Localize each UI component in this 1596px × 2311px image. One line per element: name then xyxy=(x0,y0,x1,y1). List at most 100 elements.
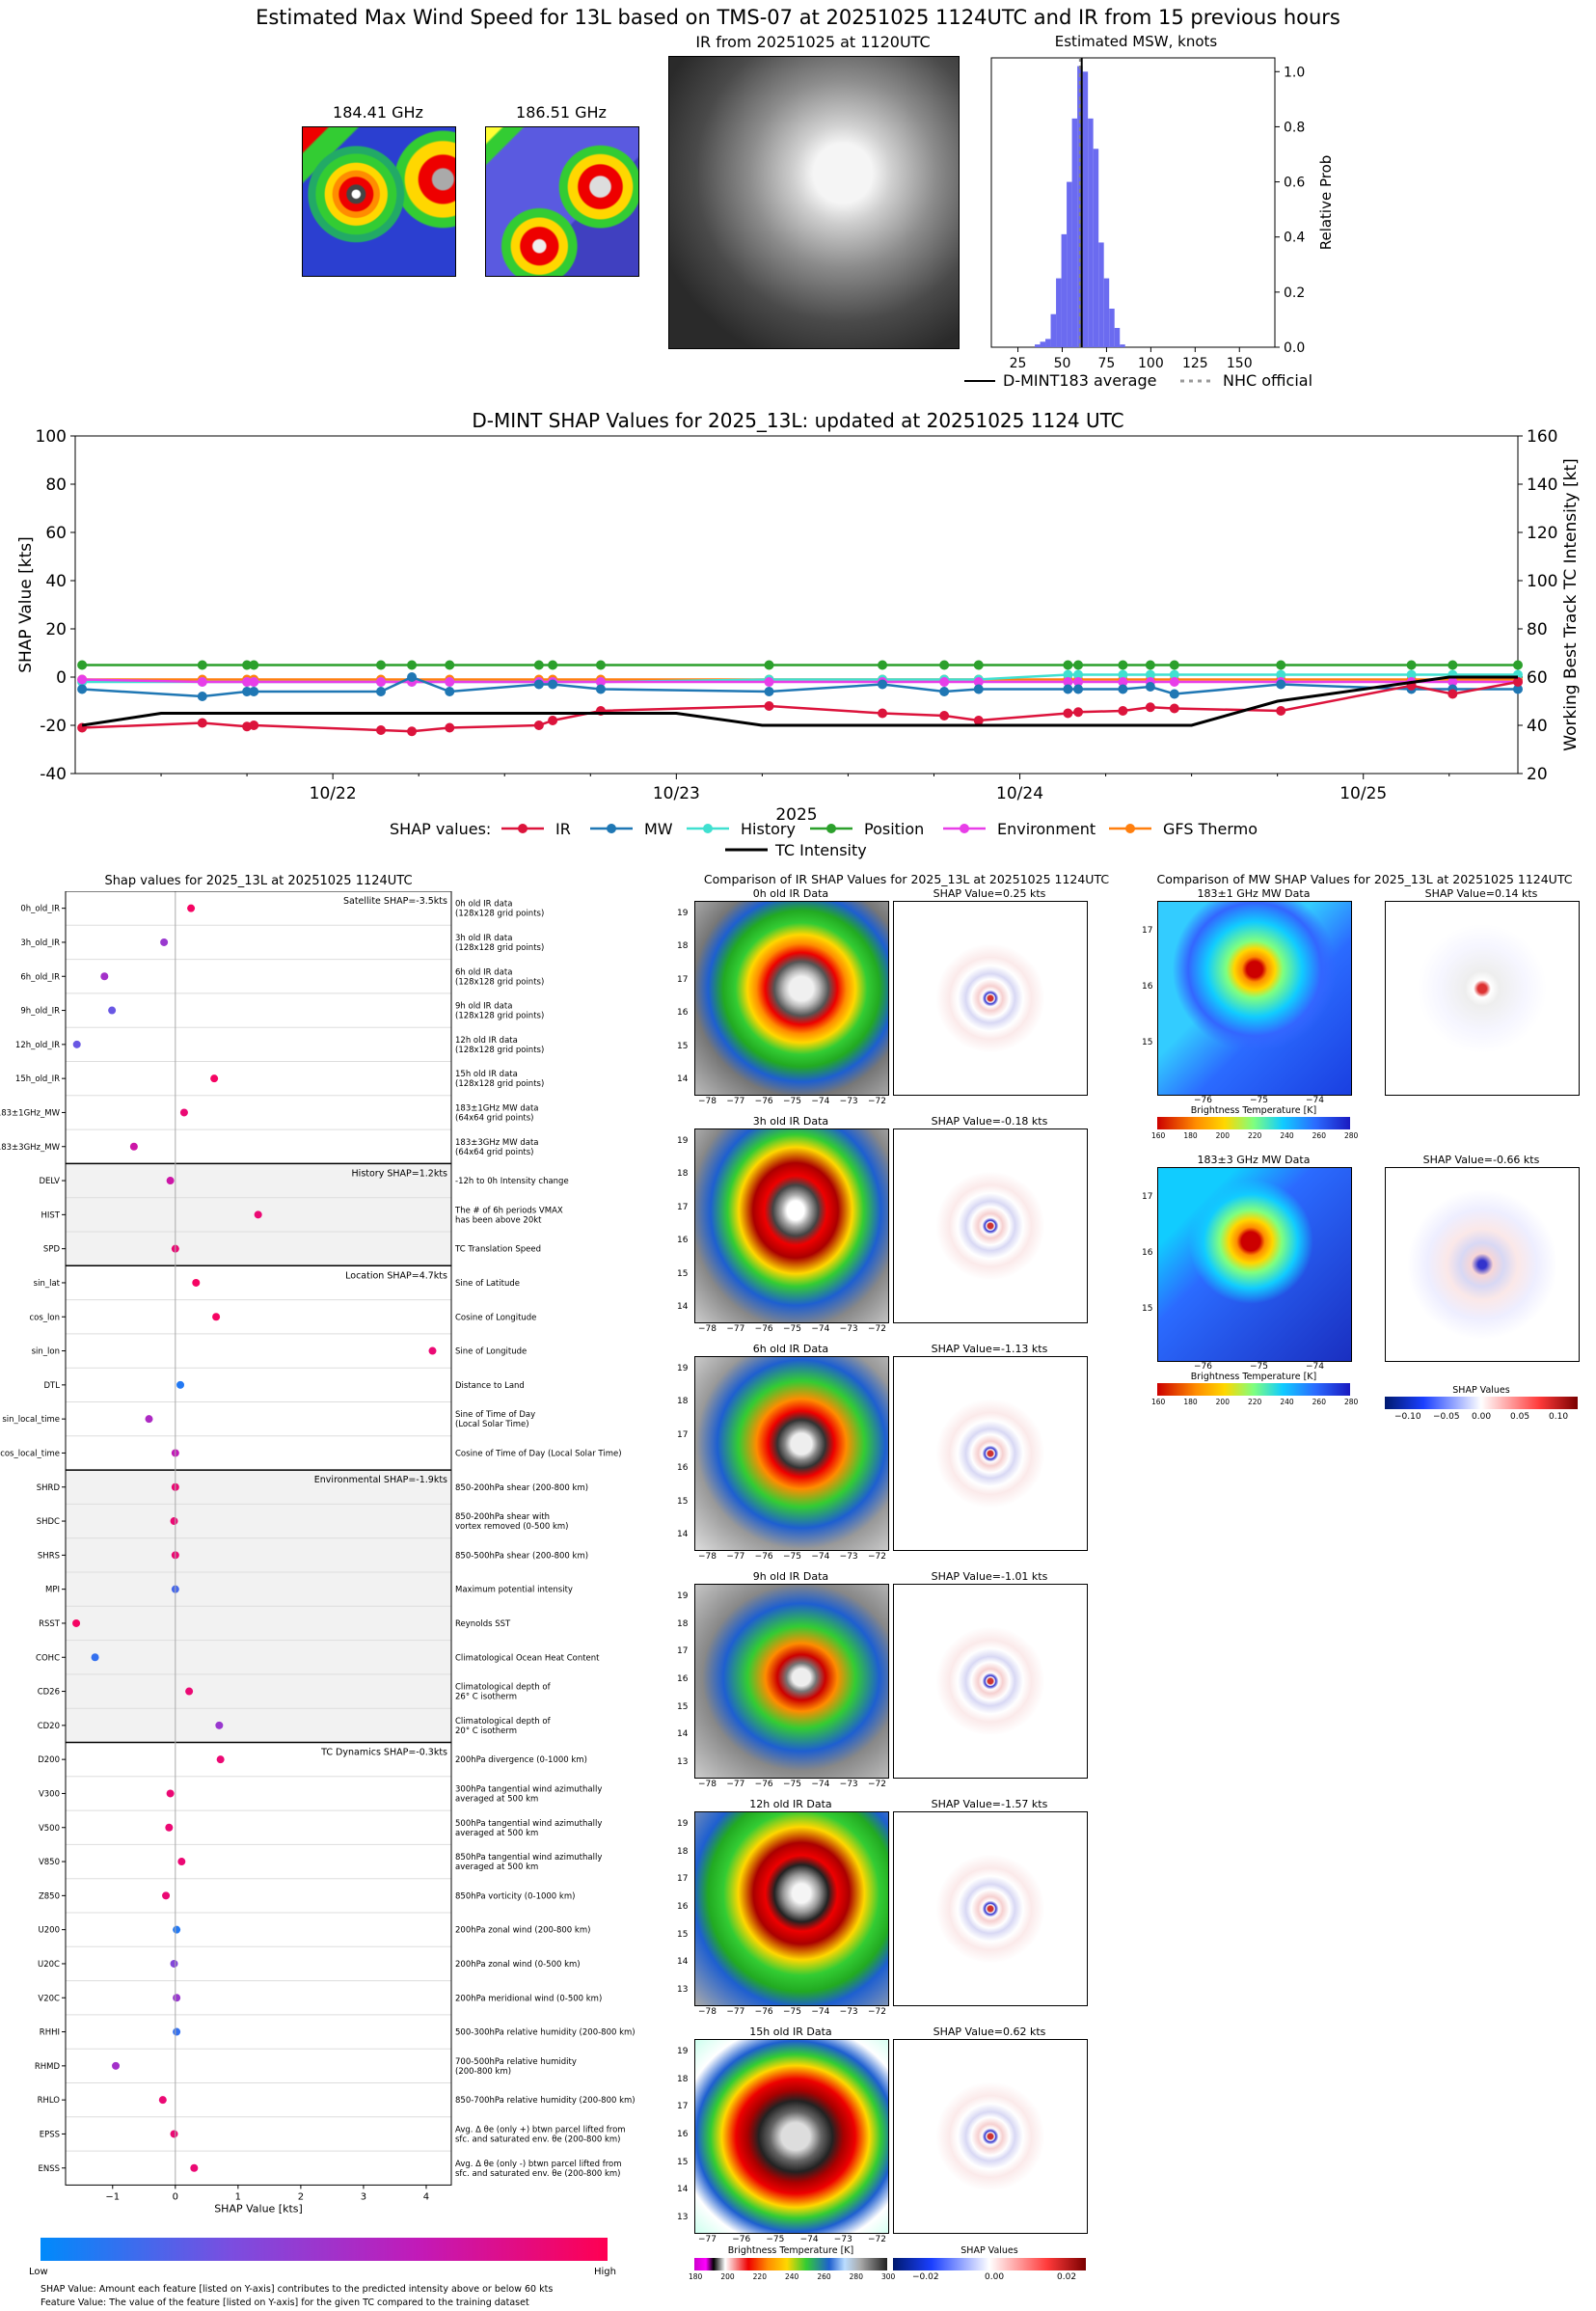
ir-x-tick-label: −73 xyxy=(839,1097,858,1106)
mw-y-tick-label: 17 xyxy=(1142,1192,1153,1202)
mw1-image xyxy=(302,126,456,277)
series-point xyxy=(548,716,558,725)
shap-dot xyxy=(91,1653,99,1662)
series-point xyxy=(973,684,984,694)
feature-description: (128x128 grid points) xyxy=(455,1046,544,1055)
series-point xyxy=(376,687,387,696)
feature-description: Climatological depth of xyxy=(455,1683,552,1693)
feature-description: 500hPa tangential wind azimuthally xyxy=(455,1819,602,1829)
ir-y-tick-label: 19 xyxy=(677,2047,689,2056)
ir-shap-title: SHAP Value=-0.18 kts xyxy=(931,1115,1048,1128)
shap-dot xyxy=(173,1994,181,2002)
series-point xyxy=(407,672,418,682)
mw-y-tick-label: 15 xyxy=(1142,1304,1153,1314)
mw-colorbar-tick: 280 xyxy=(1344,1131,1359,1140)
series-point xyxy=(939,711,950,720)
feature-name: cos_local_time xyxy=(0,1449,60,1458)
ir-y-tick-label: 16 xyxy=(677,1902,689,1912)
series-point xyxy=(1276,679,1286,690)
y-axis-label: Relative Prob xyxy=(1317,155,1335,251)
ir-y-tick-label: 19 xyxy=(677,909,689,918)
legend-label-mw: MW xyxy=(644,820,673,838)
feature-description: vortex removed (0-500 km) xyxy=(455,1522,568,1532)
ir-x-tick-label: −72 xyxy=(868,1780,886,1789)
hist-bar xyxy=(1088,118,1094,347)
ir-bt-colorbar-tick: 280 xyxy=(849,2272,863,2281)
feature-name: RHMD xyxy=(35,2062,61,2072)
mw-colorbar-tick: 200 xyxy=(1215,1398,1230,1406)
ir-data-title: 12h old IR Data xyxy=(749,1798,832,1810)
x-tick-label: 25 xyxy=(1010,356,1027,371)
mw-data-image xyxy=(1157,1167,1352,1362)
series-point xyxy=(445,722,455,733)
mw-colorbar-tick: 200 xyxy=(1215,1131,1230,1140)
ir-x-tick-label: −78 xyxy=(698,2007,717,2017)
ir-y-tick-label: 17 xyxy=(677,1874,689,1885)
hist-bar xyxy=(1103,278,1110,347)
feature-name: 9h_old_IR xyxy=(20,1007,60,1017)
x-tick-label: 10/25 xyxy=(1339,784,1387,803)
y-tick-label: 1.0 xyxy=(1284,65,1305,80)
shap-dot xyxy=(112,2061,121,2070)
mw-colorbar-tick: 240 xyxy=(1280,1131,1294,1140)
series-point xyxy=(1276,660,1286,670)
feature-name: cos_lon xyxy=(29,1313,60,1322)
x-axis-label: 2025 xyxy=(775,805,817,825)
group-label: History SHAP=1.2kts xyxy=(352,1168,448,1179)
ir-data-image xyxy=(694,1356,889,1551)
series-point xyxy=(376,725,387,735)
series-point xyxy=(242,660,253,670)
shap-dot xyxy=(216,1755,225,1764)
mw-y-tick-label: 16 xyxy=(1142,982,1153,992)
series-point xyxy=(1169,677,1179,687)
feature-name: RHHI xyxy=(40,2028,60,2038)
ir-data-image xyxy=(694,1811,889,2006)
mw-shap-colorbar-label: SHAP Values xyxy=(1452,1385,1510,1396)
group-label: Environmental SHAP=-1.9kts xyxy=(314,1475,447,1485)
ir-y-tick-label: 19 xyxy=(677,1591,689,1601)
feature-name: 183±3GHz_MW xyxy=(0,1143,61,1153)
feature-description: 300hPa tangential wind azimuthally xyxy=(455,1784,602,1794)
feature-name: U200 xyxy=(39,1926,60,1936)
ir-y-tick-label: 14 xyxy=(677,2185,689,2195)
feature-description: 850hPa vorticity (0-1000 km) xyxy=(455,1891,575,1901)
series-point xyxy=(197,677,207,687)
ir-y-tick-label: 14 xyxy=(677,1957,689,1968)
series-point xyxy=(242,687,253,696)
series-point xyxy=(1063,708,1073,719)
feature-description: -12h to 0h Intensity change xyxy=(455,1177,569,1186)
series-point xyxy=(242,677,253,687)
ir-y-tick-label: 16 xyxy=(677,1674,689,1684)
ir-y-tick-label: 13 xyxy=(677,1985,689,1995)
shap-dot xyxy=(215,1721,224,1729)
feature-name: sin_lat xyxy=(34,1279,61,1289)
ir-x-tick-label: −72 xyxy=(868,2007,886,2017)
ir-x-tick-label: −77 xyxy=(726,2007,745,2017)
ir-bt-colorbar-tick: 260 xyxy=(817,2272,831,2281)
mw-colorbar-tick: 280 xyxy=(1344,1398,1359,1406)
y-tick-label: 0.0 xyxy=(1284,340,1305,356)
mw-colorbar xyxy=(1157,1383,1350,1396)
legend-title: SHAP values: xyxy=(390,820,492,838)
mw-y-tick-label: 17 xyxy=(1142,926,1153,936)
feature-description: 15h old IR data xyxy=(455,1070,518,1079)
ir-x-tick-label: −78 xyxy=(698,1097,717,1106)
feature-name: U20C xyxy=(38,1960,60,1970)
shap-dot xyxy=(177,1858,186,1866)
x-tick-label: 50 xyxy=(1054,356,1071,371)
ir-data-title: 6h old IR Data xyxy=(752,1343,829,1355)
series-point xyxy=(445,660,455,670)
mw-colorbar xyxy=(1157,1117,1350,1129)
ir-x-tick-label: −74 xyxy=(811,1780,830,1789)
shap-dot xyxy=(254,1210,262,1219)
mw-x-tick-label: −75 xyxy=(1250,1096,1268,1105)
dot-frame xyxy=(65,891,452,2186)
series-point xyxy=(1063,669,1073,680)
series-point xyxy=(197,660,207,670)
series-point xyxy=(1063,677,1073,687)
feature-description: Climatological depth of xyxy=(455,1717,552,1726)
mw-compare-title: Comparison of MW SHAP Values for 2025_13… xyxy=(1156,872,1573,886)
ir-bt-colorbar-label: Brightness Temperature [K] xyxy=(727,2245,854,2256)
series-point xyxy=(77,674,88,685)
ir-compare-grid: 0h old IR Data SHAP Value=0.25 kts 19 18 17 1… xyxy=(665,887,1148,2311)
